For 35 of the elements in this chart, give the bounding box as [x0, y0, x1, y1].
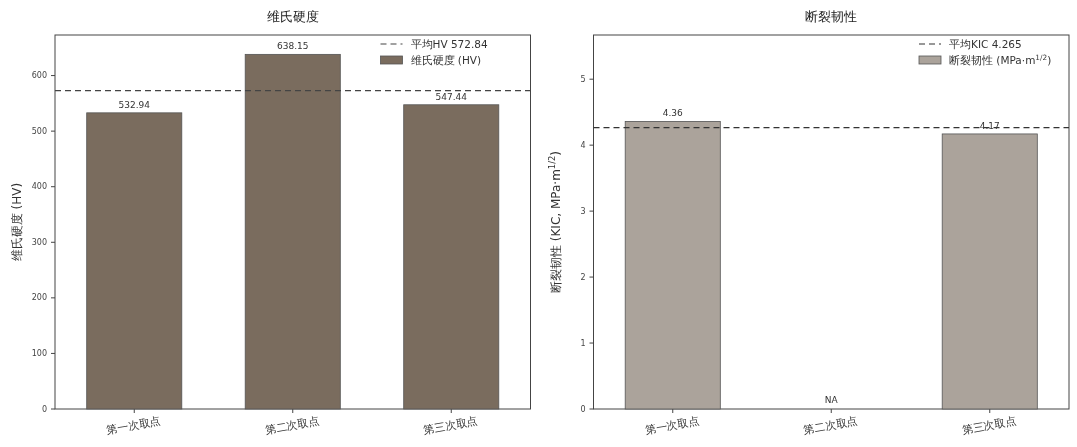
- data-label: 547.44: [435, 91, 468, 102]
- chart-title: 维氏硬度: [266, 9, 319, 24]
- data-label: 4.36: [662, 108, 684, 119]
- y-tick-label: 600: [31, 71, 47, 81]
- x-tick-label: 第一次取点: [643, 414, 701, 437]
- y-axis-title: 维氏硬度 (HV): [10, 182, 24, 262]
- bar: [403, 104, 500, 410]
- x-tick-label: 第三次取点: [960, 414, 1018, 437]
- y-tick-label: 5: [580, 74, 586, 84]
- y-tick-label: 0: [41, 404, 47, 414]
- y-tick-label: 100: [31, 348, 47, 358]
- legend-label: 平均KIC 4.265: [949, 37, 1022, 50]
- y-tick-label: 500: [31, 126, 47, 136]
- y-tick-label: 400: [31, 182, 47, 192]
- bar: [244, 53, 341, 410]
- bar: [86, 112, 183, 410]
- legend-label: 平均HV 572.84: [410, 37, 488, 50]
- legend-label: 维氏硬度 (HV): [410, 53, 482, 66]
- y-tick-label: 0: [580, 404, 586, 414]
- y-tick-label: 4: [580, 140, 586, 150]
- chart-title: 断裂韧性: [805, 9, 858, 24]
- y-tick-label: 200: [31, 293, 47, 303]
- text: NA: [824, 395, 838, 405]
- x-tick-label: 第二次取点: [263, 414, 321, 437]
- data-label: 532.94: [118, 99, 151, 110]
- data-label: 638.15: [277, 41, 309, 52]
- x-tick-label: 第二次取点: [802, 414, 859, 437]
- data-label: 4.17: [979, 120, 1000, 131]
- y-tick-label: 3: [580, 206, 586, 216]
- y-tick-label: 1: [580, 338, 586, 348]
- y-tick-label: 2: [580, 272, 586, 282]
- x-tick-label: 第一次取点: [105, 414, 162, 437]
- legend-label: 断裂韧性 (MPa·m$^{1/2}$): [949, 52, 1052, 66]
- x-tick-label: 第三次取点: [422, 414, 479, 437]
- y-tick-label: 300: [31, 237, 47, 247]
